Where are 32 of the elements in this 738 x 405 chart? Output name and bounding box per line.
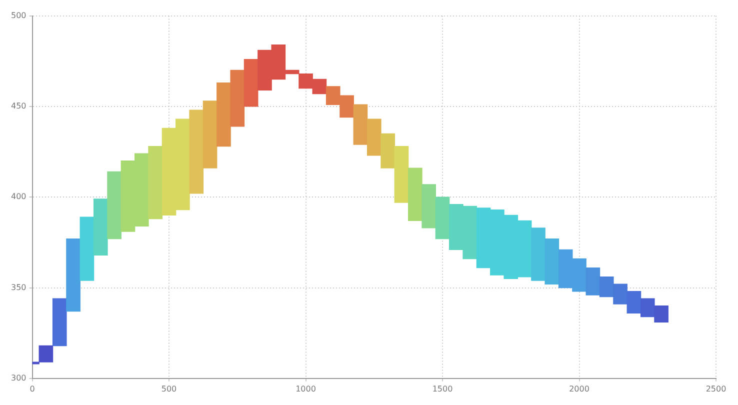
x-tick-label: 2500 (706, 384, 726, 394)
y-tick-label: 400 (10, 192, 26, 202)
bar (244, 58, 258, 107)
x-tick-label: 1000 (296, 384, 316, 394)
bar (531, 228, 546, 281)
y-tick-label: 350 (10, 282, 26, 292)
x-tick-label: 0 (30, 384, 35, 394)
bar (230, 70, 245, 127)
x-tick-label: 500 (161, 384, 177, 394)
bar (435, 196, 450, 240)
bar (380, 133, 395, 168)
x-tick-label: 2000 (569, 384, 590, 394)
bar (586, 267, 600, 296)
x-tick-label: 1500 (432, 384, 453, 394)
bar (353, 104, 368, 145)
bar (189, 110, 204, 194)
bar (52, 298, 67, 346)
y-tick-label: 300 (10, 373, 26, 382)
bar (148, 146, 163, 220)
y-tick-label: 500 (10, 10, 26, 20)
bar (422, 184, 436, 228)
bar (202, 100, 218, 168)
bar (394, 146, 409, 203)
bar (366, 118, 382, 156)
bar (93, 198, 108, 256)
bar (66, 238, 80, 312)
bar (544, 238, 560, 284)
bar (408, 168, 422, 221)
bar (80, 216, 94, 281)
bar (216, 82, 231, 147)
bar (107, 171, 122, 240)
y-tick-label: 450 (10, 102, 26, 111)
